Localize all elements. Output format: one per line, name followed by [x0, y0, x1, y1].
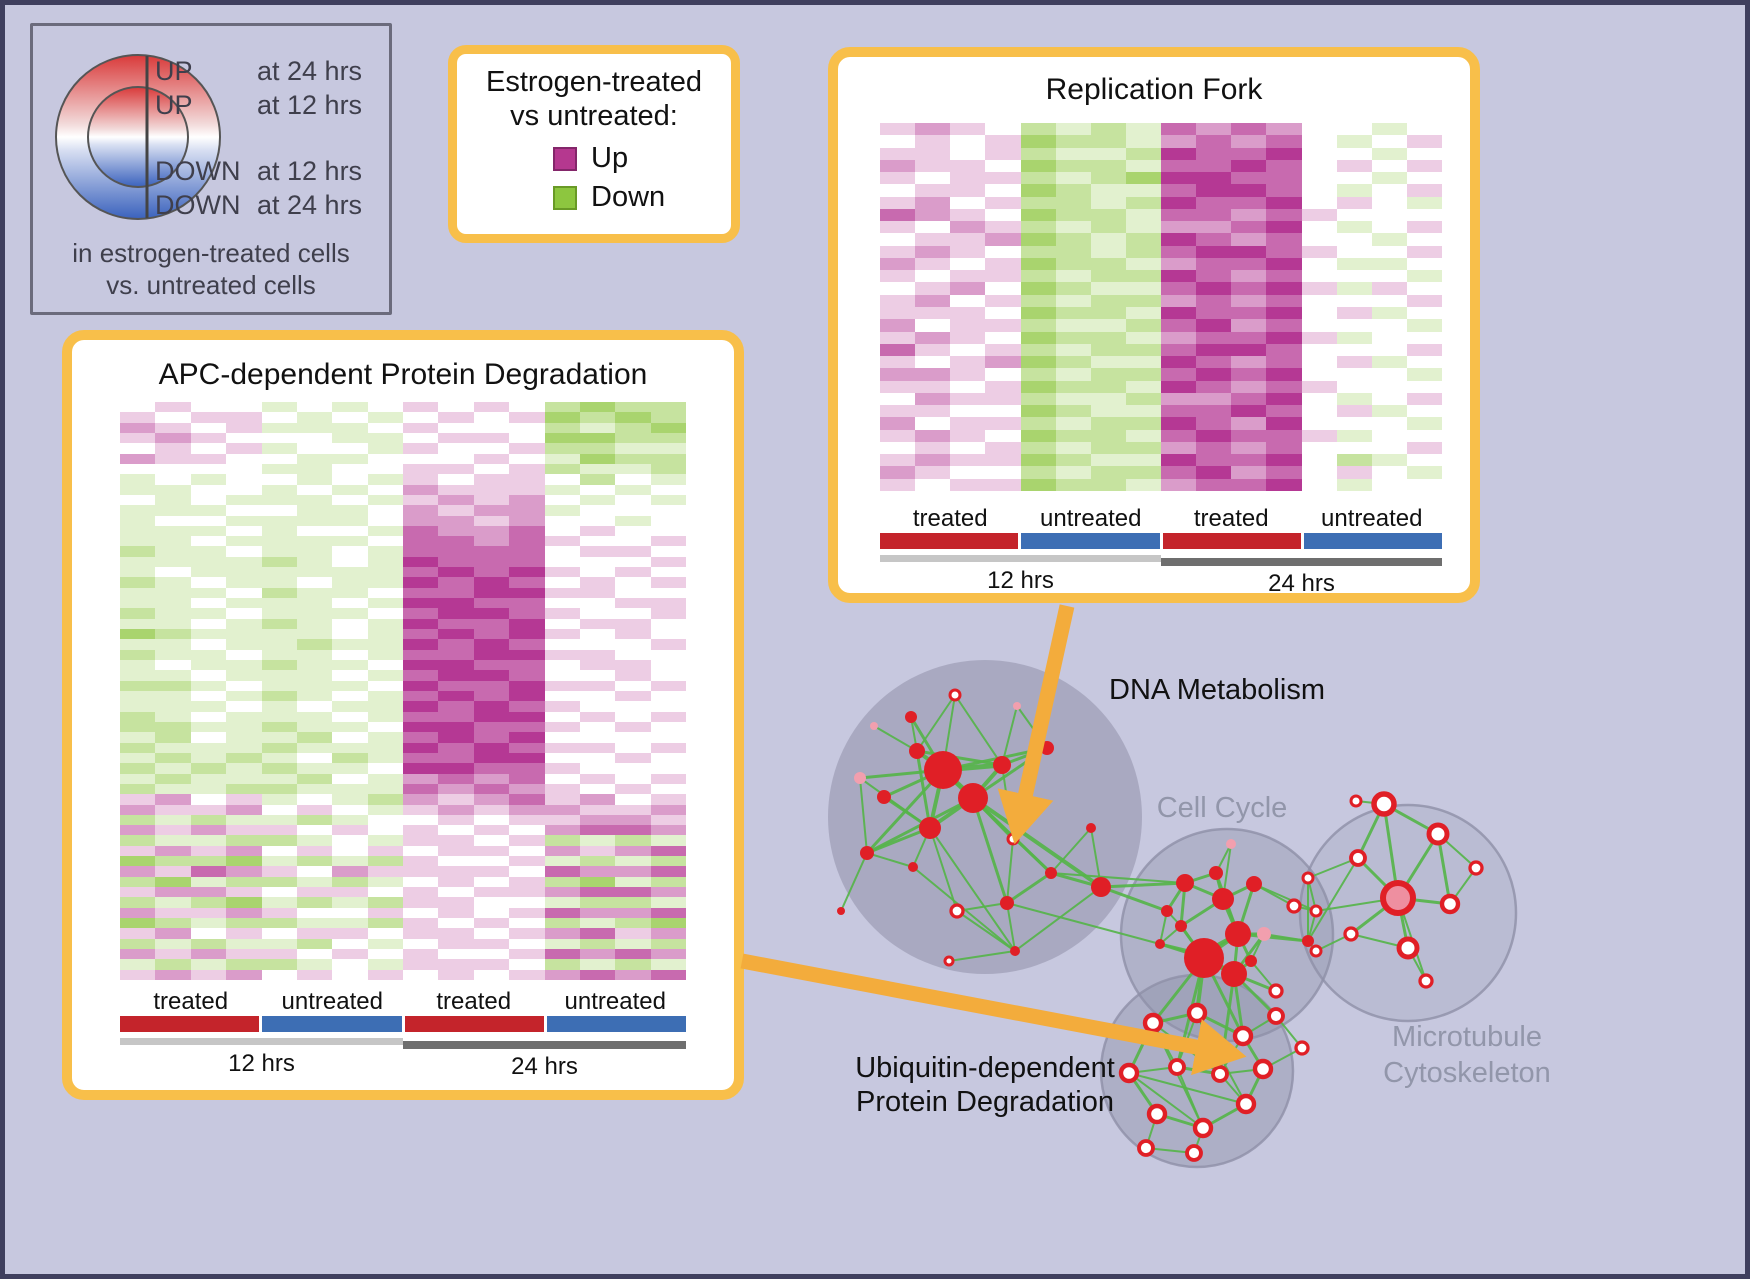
up-label: Up [591, 142, 629, 174]
group-label: treated [153, 988, 229, 1015]
cell-cycle-label: Cell Cycle [1156, 792, 1288, 824]
untreated-bar [1303, 533, 1442, 549]
estrogen-legend-title-line2: vs untreated: [510, 100, 678, 132]
untreated-bar [262, 1016, 402, 1032]
apc-heatmap [120, 402, 686, 980]
treated-bar [880, 533, 1019, 549]
microtubule-cytoskeleton-label: Microtubule Cytoskeleton [1337, 1019, 1597, 1091]
legend-item-down: Down [553, 181, 665, 214]
down-label: Down [591, 181, 666, 213]
time-label-12hrs: 12 hrs [228, 1050, 295, 1077]
estrogen-legend-title-line1: Estrogen-treated [485, 66, 702, 98]
ubiquitin-label-line1: Ubiquitin-dependent [855, 1052, 1115, 1084]
bar-24hrs [1161, 558, 1442, 566]
updown-dir-1: UP [155, 90, 193, 120]
apc-panel: APC-dependent Protein Degradation treate… [62, 330, 744, 1100]
replication-fork-panel: Replication Fork treated untreated treat… [828, 47, 1480, 603]
group-label: treated [436, 988, 512, 1015]
group-label: untreated [1321, 505, 1423, 532]
dna-metabolism-label: DNA Metabolism [1109, 674, 1325, 706]
group-label: treated [912, 505, 988, 532]
updown-time-1: at 12 hrs [257, 90, 363, 120]
ubiquitin-degradation-label: Ubiquitin-dependent Protein Degradation [835, 1051, 1135, 1119]
treated-bar [120, 1016, 260, 1032]
updown-legend: UP at 24 hrs UP at 12 hrs DOWN at 12 hrs… [30, 23, 392, 315]
group-label: untreated [564, 988, 666, 1015]
untreated-bar [1021, 533, 1160, 549]
treated-bar [1162, 533, 1301, 549]
updown-time-3: at 24 hrs [257, 190, 363, 220]
microtubule-label-line2: Cytoskeleton [1383, 1057, 1551, 1089]
bar-24hrs [403, 1041, 686, 1049]
updown-time-2: at 12 hrs [257, 156, 363, 186]
group-label: untreated [281, 988, 383, 1015]
condition-colorbar [120, 1016, 686, 1032]
treated-bar [404, 1016, 544, 1032]
replication-fork-heatmap [880, 123, 1442, 491]
bar-12hrs [880, 555, 1161, 562]
time-label-24hrs: 24 hrs [511, 1053, 578, 1080]
replication-fork-group-labels: treated untreated treated untreated [880, 505, 1442, 533]
arrow-repfork-to-dna [997, 604, 1075, 845]
replication-fork-title: Replication Fork [1045, 73, 1263, 106]
bar-12hrs [120, 1038, 403, 1045]
updown-caption-line2: vs. untreated cells [106, 270, 316, 300]
updown-dir-3: DOWN [155, 190, 241, 220]
legend-item-up: Up [553, 142, 628, 175]
updown-rings-icon [55, 54, 221, 220]
updown-dir-0: UP [155, 56, 193, 86]
updown-dir-2: DOWN [155, 156, 241, 186]
untreated-bar [546, 1016, 686, 1032]
estrogen-legend-panel: Estrogen-treated vs untreated: Up Down [448, 45, 740, 243]
up-color-swatch [553, 146, 577, 171]
down-color-swatch [553, 185, 577, 210]
group-label: untreated [1040, 505, 1142, 532]
condition-colorbar [880, 533, 1442, 549]
group-label: treated [1193, 505, 1269, 532]
time-label-24hrs: 24 hrs [1268, 570, 1335, 597]
updown-time-0: at 24 hrs [257, 56, 363, 86]
time-label-12hrs: 12 hrs [987, 567, 1054, 594]
arrow-apc-to-ubiquitin [740, 953, 1247, 1076]
updown-caption-line1: in estrogen-treated cells [72, 238, 350, 268]
microtubule-label-line1: Microtubule [1392, 1021, 1542, 1053]
ubiquitin-label-line2: Protein Degradation [856, 1086, 1114, 1118]
apc-group-labels: treated untreated treated untreated [120, 988, 686, 1016]
apc-title: APC-dependent Protein Degradation [158, 358, 648, 391]
